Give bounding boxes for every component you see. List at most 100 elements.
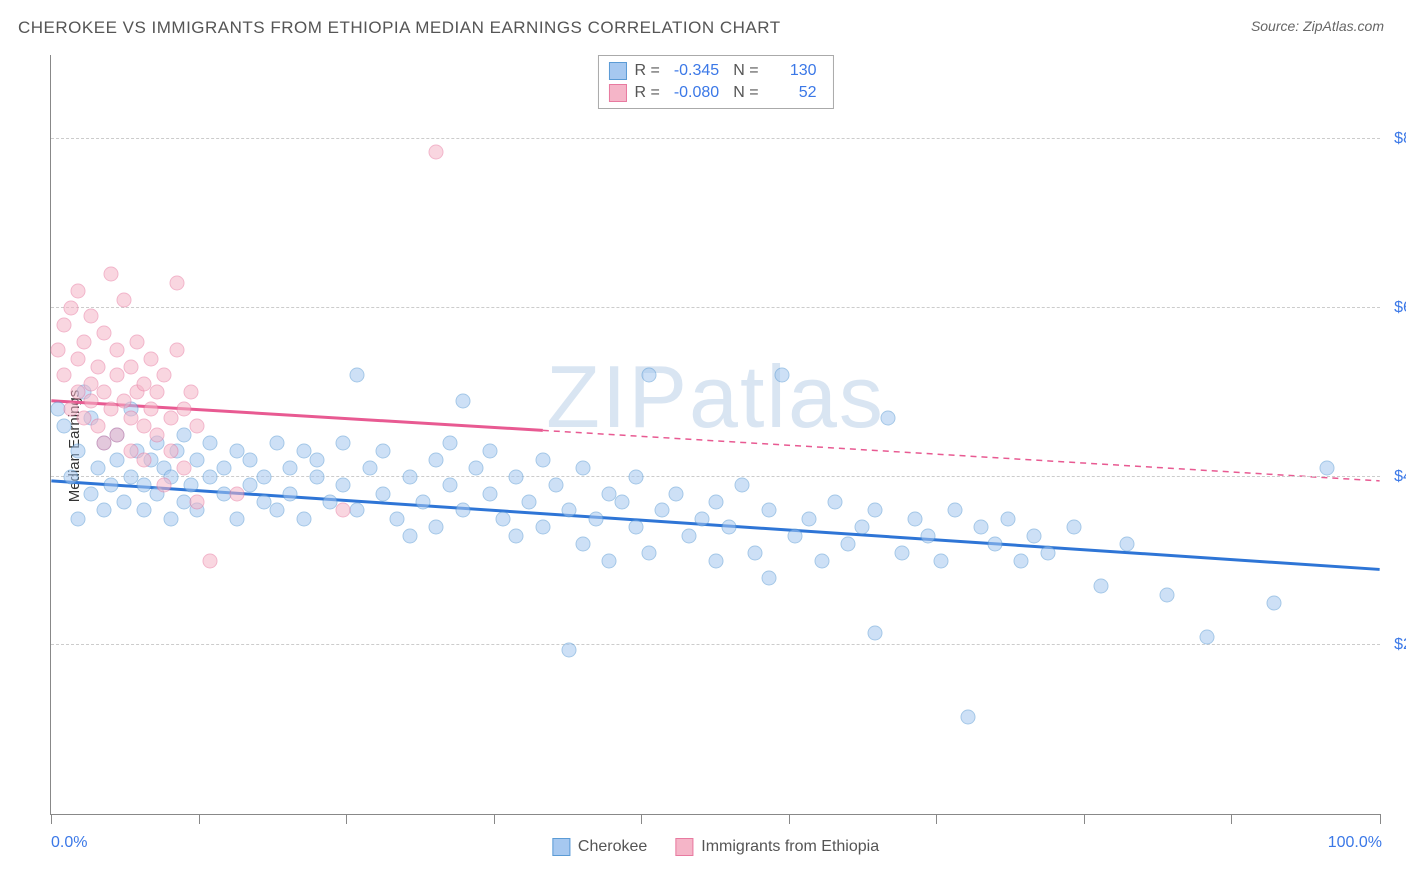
data-point-series-0 <box>522 494 537 509</box>
data-point-series-0 <box>588 511 603 526</box>
data-point-series-0 <box>256 469 271 484</box>
chart-title: CHEROKEE VS IMMIGRANTS FROM ETHIOPIA MED… <box>18 18 781 38</box>
data-point-series-0 <box>1160 587 1175 602</box>
data-point-series-0 <box>216 461 231 476</box>
data-point-series-0 <box>602 554 617 569</box>
data-point-series-1 <box>90 419 105 434</box>
data-point-series-0 <box>203 435 218 450</box>
data-point-series-0 <box>90 461 105 476</box>
data-point-series-0 <box>735 478 750 493</box>
data-point-series-0 <box>881 410 896 425</box>
data-point-series-0 <box>801 511 816 526</box>
data-point-series-0 <box>376 444 391 459</box>
data-point-series-0 <box>708 554 723 569</box>
gridline <box>51 138 1380 139</box>
data-point-series-0 <box>416 494 431 509</box>
data-point-series-0 <box>907 511 922 526</box>
data-point-series-1 <box>77 334 92 349</box>
data-point-series-0 <box>309 452 324 467</box>
swatch-series-0 <box>608 62 626 80</box>
data-point-series-0 <box>562 503 577 518</box>
data-point-series-0 <box>402 528 417 543</box>
data-point-series-1 <box>63 301 78 316</box>
data-point-series-1 <box>83 309 98 324</box>
stats-r-label: R = <box>634 60 659 82</box>
gridline <box>51 476 1380 477</box>
stats-r-value-0: -0.345 <box>668 60 725 82</box>
data-point-series-1 <box>103 402 118 417</box>
swatch-series-1 <box>608 84 626 102</box>
data-point-series-1 <box>143 351 158 366</box>
data-point-series-1 <box>163 444 178 459</box>
data-point-series-0 <box>183 478 198 493</box>
stats-n-value-1: 52 <box>767 82 823 104</box>
data-point-series-0 <box>63 469 78 484</box>
data-point-series-0 <box>1000 511 1015 526</box>
gridline <box>51 644 1380 645</box>
data-point-series-1 <box>183 385 198 400</box>
data-point-series-1 <box>117 393 132 408</box>
stats-n-label: N = <box>733 60 758 82</box>
data-point-series-1 <box>130 334 145 349</box>
data-point-series-0 <box>283 461 298 476</box>
data-point-series-0 <box>243 478 258 493</box>
data-point-series-0 <box>97 503 112 518</box>
stats-r-label: R = <box>634 82 659 104</box>
stats-n-value-0: 130 <box>767 60 823 82</box>
data-point-series-0 <box>867 625 882 640</box>
legend-swatch-1 <box>675 838 693 856</box>
stats-r-value-1: -0.080 <box>668 82 725 104</box>
data-point-series-1 <box>143 402 158 417</box>
data-point-series-0 <box>828 494 843 509</box>
data-point-series-0 <box>1014 554 1029 569</box>
data-point-series-1 <box>176 461 191 476</box>
stats-row-series-1: R = -0.080 N = 52 <box>608 82 822 104</box>
data-point-series-0 <box>70 444 85 459</box>
data-point-series-0 <box>535 452 550 467</box>
data-point-series-0 <box>442 478 457 493</box>
data-point-series-0 <box>628 469 643 484</box>
data-point-series-0 <box>495 511 510 526</box>
data-point-series-1 <box>170 275 185 290</box>
source-attribution: Source: ZipAtlas.com <box>1251 18 1384 34</box>
data-point-series-0 <box>269 503 284 518</box>
data-point-series-0 <box>83 486 98 501</box>
data-point-series-1 <box>97 385 112 400</box>
watermark-text: ZIPatlas <box>546 346 885 448</box>
data-point-series-1 <box>203 554 218 569</box>
data-point-series-1 <box>336 503 351 518</box>
data-point-series-1 <box>50 343 65 358</box>
data-point-series-1 <box>150 385 165 400</box>
data-point-series-0 <box>482 444 497 459</box>
data-point-series-1 <box>429 144 444 159</box>
data-point-series-0 <box>1093 579 1108 594</box>
data-point-series-0 <box>1319 461 1334 476</box>
data-point-series-0 <box>336 435 351 450</box>
data-point-series-0 <box>814 554 829 569</box>
y-tick-label: $60,000 <box>1382 299 1406 317</box>
data-point-series-1 <box>83 393 98 408</box>
data-point-series-0 <box>203 469 218 484</box>
data-point-series-0 <box>1120 537 1135 552</box>
data-point-series-0 <box>974 520 989 535</box>
data-point-series-0 <box>269 435 284 450</box>
stats-n-label: N = <box>733 82 758 104</box>
data-point-series-1 <box>97 326 112 341</box>
x-axis-start-label: 0.0% <box>51 834 87 852</box>
x-axis-end-label: 100.0% <box>1328 834 1382 852</box>
data-point-series-0 <box>57 419 72 434</box>
y-tick-label: $40,000 <box>1382 468 1406 486</box>
data-point-series-0 <box>362 461 377 476</box>
data-point-series-0 <box>721 520 736 535</box>
data-point-series-0 <box>708 494 723 509</box>
data-point-series-0 <box>987 537 1002 552</box>
data-point-series-0 <box>296 511 311 526</box>
data-point-series-1 <box>156 478 171 493</box>
x-tick <box>51 814 52 824</box>
data-point-series-1 <box>230 486 245 501</box>
data-point-series-0 <box>1200 629 1215 644</box>
data-point-series-0 <box>788 528 803 543</box>
legend-label-0: Cherokee <box>578 838 647 856</box>
data-point-series-0 <box>695 511 710 526</box>
data-point-series-0 <box>455 393 470 408</box>
